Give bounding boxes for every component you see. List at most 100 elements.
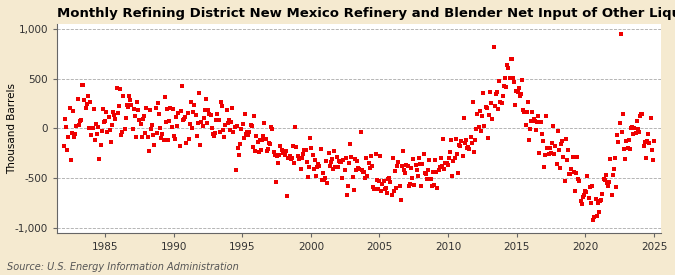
Point bbox=[192, 134, 202, 138]
Point bbox=[478, 90, 489, 95]
Point bbox=[647, 158, 658, 163]
Point bbox=[393, 160, 404, 164]
Point bbox=[448, 158, 459, 163]
Point bbox=[479, 124, 490, 128]
Point bbox=[352, 159, 362, 164]
Point bbox=[70, 132, 81, 136]
Point bbox=[347, 175, 358, 179]
Point bbox=[298, 152, 308, 156]
Point bbox=[338, 158, 349, 163]
Point bbox=[354, 167, 365, 171]
Point bbox=[290, 125, 301, 130]
Point bbox=[344, 160, 354, 165]
Point bbox=[575, 198, 586, 203]
Point bbox=[245, 123, 256, 127]
Point bbox=[161, 106, 172, 111]
Point bbox=[407, 176, 418, 180]
Point bbox=[59, 116, 70, 121]
Point bbox=[181, 141, 192, 145]
Point bbox=[364, 166, 375, 170]
Point bbox=[556, 141, 566, 146]
Point bbox=[518, 107, 529, 112]
Point bbox=[82, 102, 92, 107]
Point bbox=[61, 125, 72, 130]
Point bbox=[362, 174, 373, 178]
Point bbox=[524, 126, 535, 131]
Point bbox=[534, 150, 545, 155]
Point bbox=[567, 155, 578, 160]
Point bbox=[358, 170, 369, 175]
Point bbox=[522, 100, 533, 104]
Point bbox=[110, 117, 121, 121]
Point bbox=[221, 108, 232, 112]
Point bbox=[62, 147, 73, 152]
Point bbox=[173, 110, 184, 115]
Point bbox=[212, 112, 223, 116]
Point bbox=[205, 112, 216, 117]
Point bbox=[604, 180, 615, 184]
Point bbox=[616, 32, 626, 36]
Point bbox=[156, 136, 167, 141]
Point bbox=[80, 106, 91, 111]
Point bbox=[446, 138, 456, 142]
Point bbox=[541, 114, 551, 118]
Point bbox=[277, 151, 288, 155]
Point bbox=[408, 157, 418, 161]
Point bbox=[620, 157, 630, 161]
Point bbox=[360, 176, 371, 181]
Point bbox=[391, 186, 402, 190]
Point bbox=[291, 145, 302, 149]
Point bbox=[580, 189, 591, 193]
Point bbox=[468, 149, 479, 154]
Point bbox=[235, 142, 246, 146]
Point bbox=[219, 134, 230, 139]
Point bbox=[317, 177, 327, 182]
Point bbox=[470, 138, 481, 142]
Point bbox=[340, 156, 351, 161]
Point bbox=[95, 143, 106, 148]
Point bbox=[425, 177, 436, 182]
Point bbox=[597, 192, 608, 197]
Point bbox=[119, 126, 130, 131]
Point bbox=[163, 138, 173, 142]
Point bbox=[373, 179, 384, 183]
Point bbox=[59, 144, 70, 148]
Point bbox=[97, 129, 107, 133]
Point bbox=[373, 187, 383, 191]
Point bbox=[585, 201, 596, 206]
Point bbox=[300, 148, 311, 153]
Point bbox=[305, 136, 316, 140]
Point bbox=[209, 134, 219, 138]
Point bbox=[491, 89, 502, 94]
Point bbox=[598, 177, 609, 181]
Point bbox=[576, 202, 587, 207]
Point bbox=[182, 111, 193, 116]
Point bbox=[289, 161, 300, 165]
Point bbox=[207, 126, 217, 130]
Point bbox=[399, 167, 410, 172]
Point bbox=[415, 162, 426, 167]
Point bbox=[401, 163, 412, 167]
Point bbox=[462, 145, 472, 150]
Point bbox=[69, 135, 80, 140]
Point bbox=[646, 148, 657, 152]
Point bbox=[377, 182, 388, 186]
Point bbox=[516, 92, 526, 96]
Point bbox=[142, 135, 153, 139]
Point bbox=[489, 104, 500, 109]
Point bbox=[589, 215, 600, 219]
Point bbox=[158, 138, 169, 142]
Point bbox=[269, 153, 280, 157]
Point bbox=[394, 184, 405, 188]
Point bbox=[234, 152, 244, 157]
Point bbox=[417, 162, 428, 166]
Point bbox=[103, 114, 114, 119]
Point bbox=[304, 165, 315, 169]
Point bbox=[307, 152, 318, 157]
Point bbox=[314, 163, 325, 168]
Point bbox=[631, 119, 642, 123]
Point bbox=[414, 156, 425, 161]
Point bbox=[410, 163, 421, 167]
Point bbox=[223, 118, 234, 122]
Point bbox=[533, 114, 543, 118]
